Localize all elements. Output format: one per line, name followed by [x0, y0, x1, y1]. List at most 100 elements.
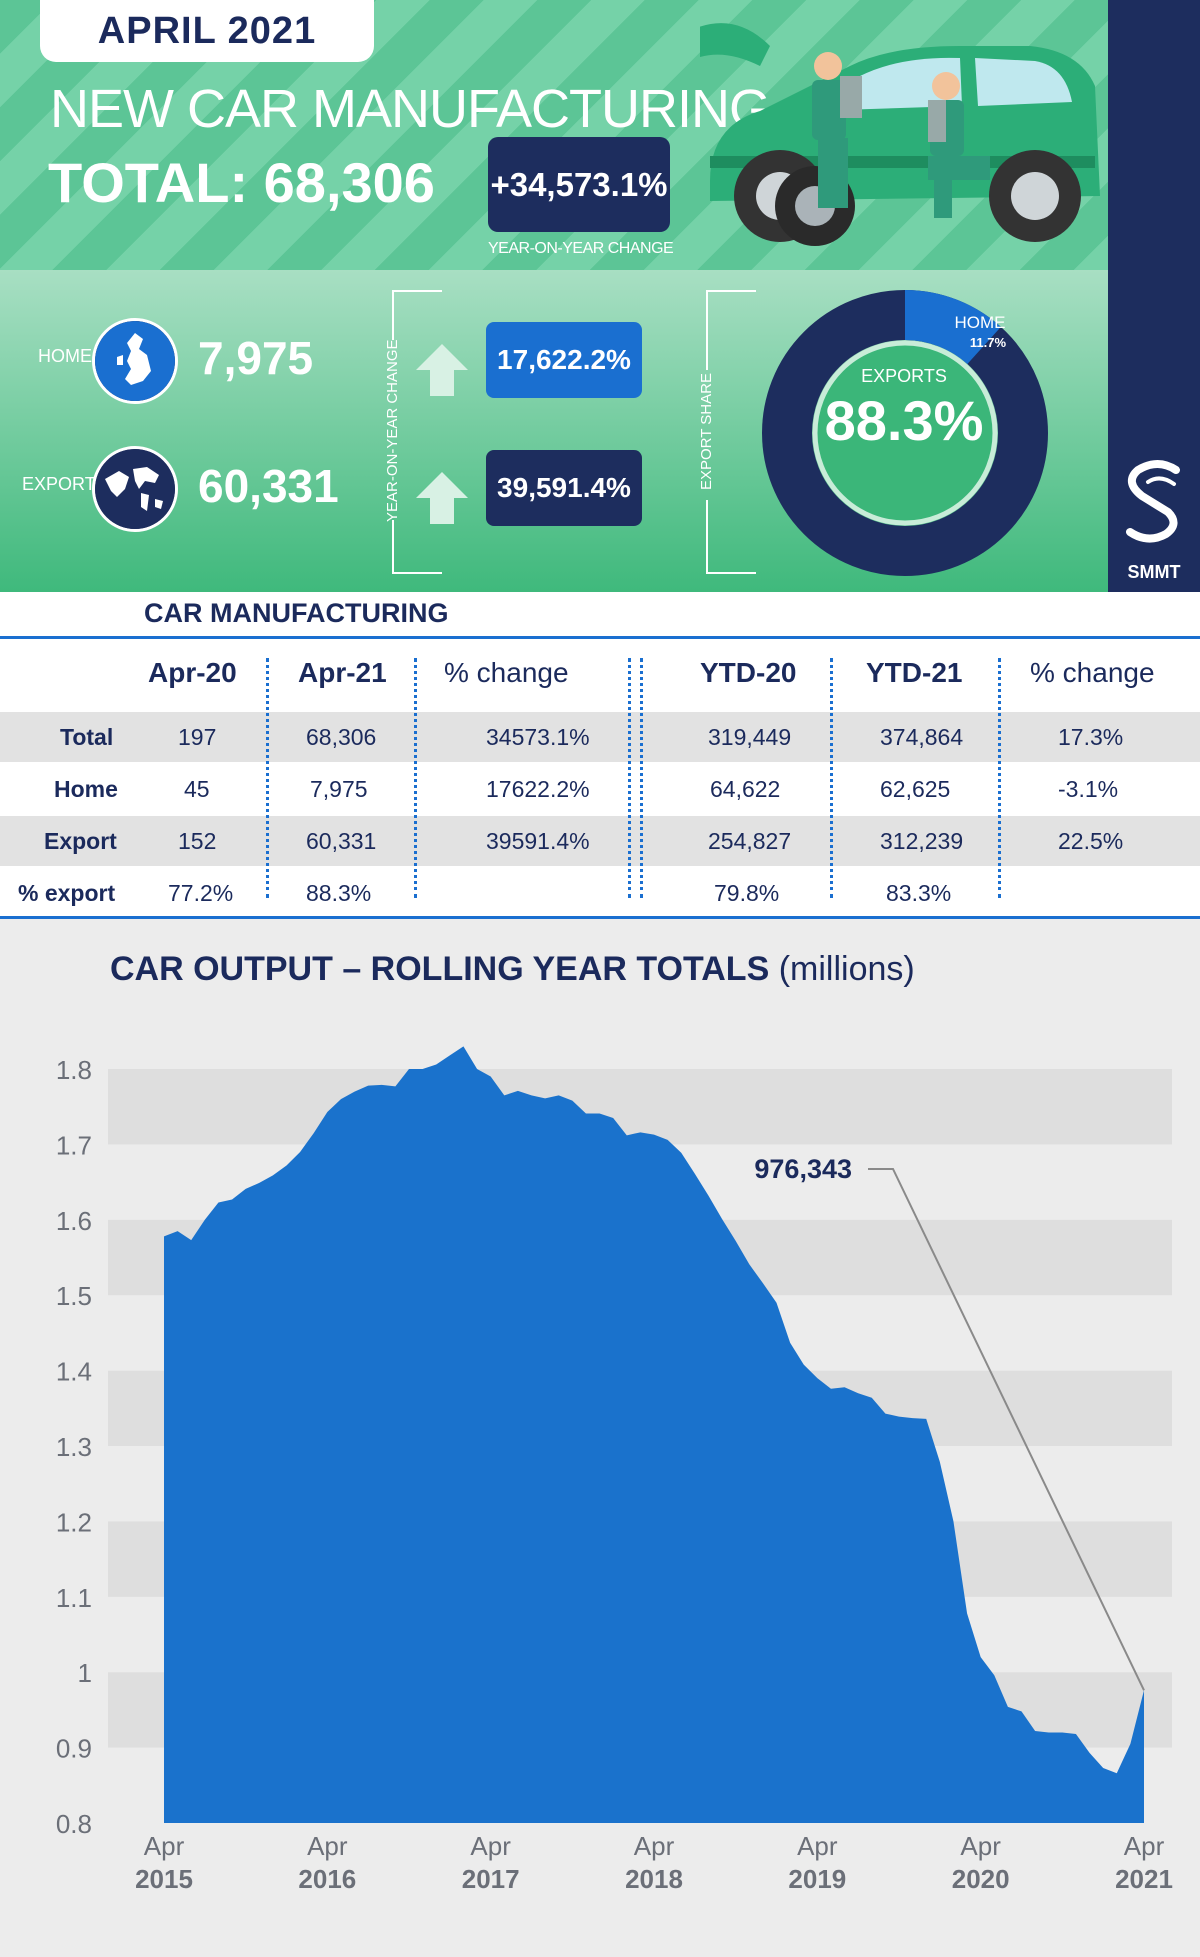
cell-ytd20: 64,622 [710, 775, 781, 802]
y-tick-label: 1.1 [56, 1583, 92, 1613]
up-arrow-icon [416, 472, 468, 524]
table-row: Home 45 7,975 17622.2% 64,622 62,625 -3.… [0, 764, 1200, 814]
share-bracket-bottom [706, 572, 756, 574]
table-top-rule [0, 636, 1200, 639]
column-divider [640, 658, 643, 898]
table-row: Total 197 68,306 34573.1% 319,449 374,86… [0, 712, 1200, 762]
x-tick-month: Apr [470, 1831, 511, 1861]
world-globe-icon [92, 446, 178, 532]
bracket-left-bottom [392, 520, 394, 572]
area-layer [164, 1046, 1144, 1823]
table-row: % export 77.2% 88.3% 79.8% 83.3% [0, 868, 1200, 918]
uk-map-icon [92, 318, 178, 404]
y-tick-label: 1.3 [56, 1432, 92, 1462]
y-tick-label: 1.4 [56, 1357, 92, 1387]
grid-band [108, 1069, 1172, 1145]
cell-apr21: 7,975 [310, 775, 368, 802]
donut-home-segment [904, 290, 1001, 365]
header-apr21: Apr-21 [298, 657, 387, 688]
export-label: EXPORT [22, 474, 96, 494]
row-label: % export [18, 879, 116, 906]
export-value: 60,331 [198, 460, 339, 512]
car-mechanics-illustration [700, 23, 1100, 246]
y-tick-label: 1.7 [56, 1130, 92, 1160]
y-tick-label: 1.8 [56, 1055, 92, 1085]
cell-apr20: 45 [184, 775, 210, 802]
yoy-change-box: +34,573.1% [488, 137, 670, 232]
home-change-box: 17,622.2% [486, 322, 642, 398]
rolling-year-area-chart: 0.8 0.9 1 1.1 1.2 1.3 1.4 1.5 1.6 1.7 1.8 Apr 2015 A… [56, 1046, 1173, 1894]
header-ytd20: YTD-20 [700, 657, 797, 688]
brand-name: SMMT [1127, 562, 1181, 582]
export-share-donut [762, 290, 1048, 576]
x-tick-year: 2021 [1115, 1864, 1173, 1894]
smmt-logo-icon [1126, 460, 1180, 543]
y-axis-ticks: 0.8 0.9 1 1.1 1.2 1.3 1.4 1.5 1.6 1.7 1.8 [56, 1055, 92, 1839]
annotation-leader-line [868, 1168, 1145, 1691]
cell-pct-change: 39591.4% [486, 827, 590, 854]
x-tick-year: 2018 [625, 1864, 683, 1894]
output-area [164, 1046, 1144, 1823]
report-date: APRIL 2021 [40, 0, 374, 62]
x-tick-year: 2020 [952, 1864, 1010, 1894]
cell-ytd21: 374,864 [880, 723, 964, 750]
cell-ytd20: 79.8% [714, 879, 780, 906]
chart-title-text: CAR OUTPUT – ROLLING YEAR TOTALS [110, 950, 770, 988]
brand-strip [1108, 0, 1200, 592]
column-divider [830, 658, 833, 898]
y-tick-label: 0.8 [56, 1809, 92, 1839]
column-divider [414, 658, 417, 898]
column-divider [266, 658, 269, 898]
page-title: NEW CAR MANUFACTURING [50, 79, 771, 139]
header-apr20: Apr-20 [148, 657, 237, 688]
cell-ytd-pct-change: -3.1% [1058, 775, 1119, 802]
row-label: Total [60, 723, 114, 750]
donut-exports-label: EXPORTS [861, 366, 947, 386]
y-tick-label: 1.2 [56, 1507, 92, 1537]
cell-apr20: 197 [178, 723, 217, 750]
cell-pct-change: 34573.1% [486, 723, 590, 750]
cell-ytd21: 62,625 [880, 775, 951, 802]
cell-apr21: 88.3% [306, 879, 372, 906]
chart-unit: (millions) [778, 950, 915, 988]
y-tick-label: 0.9 [56, 1734, 92, 1764]
export-change-box: 39,591.4% [486, 450, 642, 526]
header-pct-change-month: % change [444, 657, 569, 688]
yoy-side-label: YEAR-ON-YEAR CHANGE [384, 339, 401, 522]
y-tick-label: 1 [78, 1658, 92, 1688]
x-tick-year: 2015 [135, 1864, 193, 1894]
donut-center [812, 340, 998, 526]
export-share-label: EXPORT SHARE [698, 373, 715, 490]
x-tick-year: 2016 [298, 1864, 356, 1894]
cell-ytd-pct-change: 22.5% [1058, 827, 1124, 854]
cell-apr21: 68,306 [306, 723, 377, 750]
row-label: Home [54, 775, 118, 802]
total-value: TOTAL: 68,306 [48, 151, 435, 214]
cell-ytd21: 312,239 [880, 827, 964, 854]
up-arrow-icon [416, 344, 468, 396]
cell-apr21: 60,331 [306, 827, 377, 854]
cell-ytd20: 254,827 [708, 827, 792, 854]
cell-ytd-pct-change: 17.3% [1058, 723, 1124, 750]
donut-exports-pct: 88.3% [824, 389, 984, 452]
bracket-bottom [392, 572, 442, 574]
bracket-left-top [392, 290, 394, 340]
y-tick-label: 1.6 [56, 1206, 92, 1236]
x-tick-month: Apr [1124, 1831, 1165, 1861]
home-label: HOME [38, 346, 92, 366]
donut-home-pct: 11.7% [969, 335, 1007, 350]
cell-apr20: 152 [178, 827, 217, 854]
share-bracket-left-bottom [706, 500, 708, 572]
home-value: 7,975 [198, 332, 314, 384]
cell-ytd21: 83.3% [886, 879, 952, 906]
header-ytd21: YTD-21 [866, 657, 963, 688]
x-tick-month: Apr [797, 1831, 838, 1861]
share-bracket-top [706, 290, 756, 292]
y-tick-label: 1.5 [56, 1281, 92, 1311]
cell-apr20: 77.2% [168, 879, 234, 906]
x-axis-ticks: Apr2015Apr2016Apr2017Apr2018Apr2019Apr20… [135, 1831, 1173, 1894]
cell-pct-change: 17622.2% [486, 775, 590, 802]
column-divider [628, 658, 631, 898]
share-bracket-left-top [706, 290, 708, 370]
x-tick-month: Apr [634, 1831, 675, 1861]
